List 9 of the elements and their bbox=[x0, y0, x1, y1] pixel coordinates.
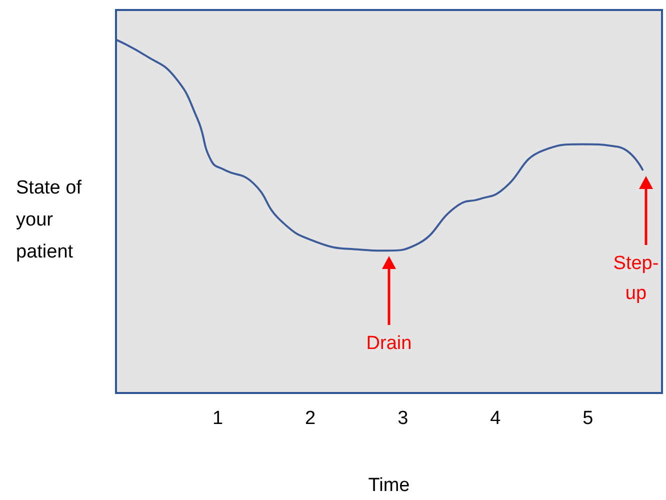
annotation: Drain bbox=[366, 333, 412, 354]
x-tick-label: 1 bbox=[212, 408, 224, 429]
x-tick-label: 2 bbox=[305, 408, 316, 429]
x-tick-label: 3 bbox=[398, 408, 408, 429]
x-axis-title: Time bbox=[368, 475, 410, 496]
x-tick-label: 5 bbox=[582, 408, 594, 429]
annotation: Step-up bbox=[613, 253, 659, 304]
y-axis-title: State of your patient bbox=[16, 178, 87, 262]
x-tick-label: 4 bbox=[490, 408, 502, 429]
